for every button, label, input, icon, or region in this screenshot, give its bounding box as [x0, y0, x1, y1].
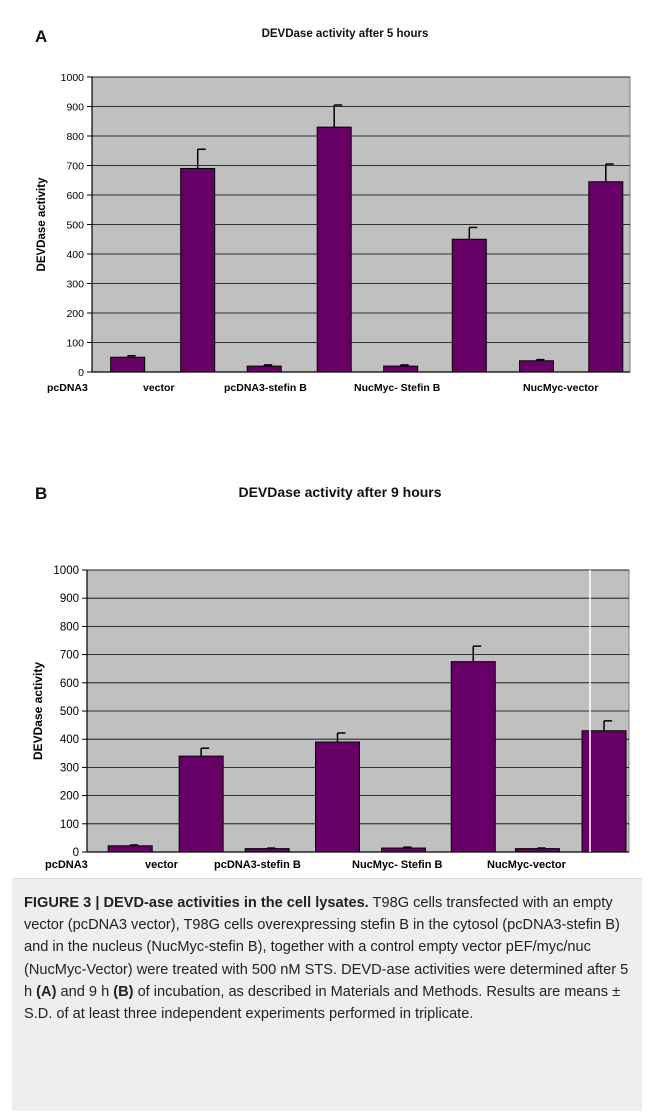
y-tick-label: 300 [60, 762, 79, 774]
bar [451, 238, 487, 373]
figure-caption: FIGURE 3 | DEVD-ase activities in the ce… [24, 892, 636, 1025]
bar [581, 730, 627, 853]
caption-text-3: of incubation, as described in Materials… [24, 983, 621, 1023]
bar-chart-b: 0 100 200 300 400 500 600 700 800 900 1000 pcDNA3 ve… [31, 565, 630, 871]
bar [180, 167, 216, 373]
y-tick-label: 900 [66, 102, 84, 114]
bar [246, 365, 282, 373]
x-category-label: NucMyc-vector [523, 382, 598, 394]
panel-a: A DEVDase activity after 5 hours 0 100 200… [0, 0, 654, 420]
caption-text-1: T98G cells transfected with an empty vec… [24, 895, 629, 1000]
caption-ref-a: (A) [36, 983, 57, 1000]
y-axis-label: DEVDase activity [31, 662, 45, 760]
y-tick-label: 100 [66, 338, 84, 350]
x-category-label: NucMyc- Stefin B [354, 382, 441, 394]
bar [450, 661, 496, 853]
bar [316, 126, 352, 373]
y-tick-label: 700 [66, 161, 84, 173]
x-category-label: NucMyc-vector [487, 859, 567, 871]
y-tick-label: 400 [66, 249, 84, 261]
bar [383, 365, 419, 373]
y-tick-label: 0 [73, 847, 79, 859]
bar [514, 848, 560, 853]
bar [110, 356, 146, 373]
y-tick-label: 200 [66, 308, 84, 320]
y-tick-label: 400 [60, 734, 79, 746]
y-tick-label: 500 [66, 220, 84, 232]
x-category-label: vector [143, 382, 175, 394]
x-category-label: pcDNA3-stefin B [224, 382, 307, 394]
x-category-label: vector [145, 859, 179, 871]
bar [519, 360, 554, 373]
caption-text-2: and 9 h [56, 983, 114, 1000]
y-tick-label: 800 [66, 131, 84, 143]
caption-background [12, 878, 642, 1111]
y-tick-label: 700 [60, 650, 79, 662]
bar [381, 847, 427, 853]
y-tick-label: 100 [60, 819, 79, 831]
x-category-label: NucMyc- Stefin B [352, 859, 443, 871]
caption-ref-b: (B) [113, 983, 134, 1000]
panel-letter-a: A [35, 27, 48, 46]
chart-title-b: DEVDase activity after 9 hours [238, 484, 442, 500]
y-tick-label: 900 [60, 593, 79, 605]
y-tick-label: 200 [60, 791, 79, 803]
x-category-label: pcDNA3-stefin B [214, 859, 301, 871]
chart-title-a: DEVDase activity after 5 hours [261, 28, 429, 40]
y-tick-label: 1000 [53, 565, 79, 577]
y-tick-label: 1000 [61, 72, 85, 84]
y-tick-label: 600 [60, 678, 79, 690]
y-tick-label: 800 [60, 621, 79, 633]
panel-b: B DEVDase activity after 9 hours 0 100 200… [0, 470, 654, 890]
bar [588, 181, 624, 373]
y-tick-label: 600 [66, 190, 84, 202]
bar [315, 741, 361, 853]
y-tick-label: 0 [78, 367, 84, 379]
bar [244, 848, 290, 853]
x-category-label: pcDNA3 [45, 859, 88, 871]
bar [178, 755, 224, 853]
y-tick-label: 500 [60, 706, 79, 718]
bar-chart-a: 0 100 200 300 400 500 600 700 800 900 1000 pcDNA3 ve… [36, 72, 631, 394]
bar [107, 845, 153, 853]
y-tick-label: 300 [66, 279, 84, 291]
panel-letter-b: B [35, 484, 48, 503]
y-axis-label: DEVDase activity [36, 177, 48, 272]
caption-heading: FIGURE 3 | DEVD-ase activities in the ce… [24, 895, 369, 911]
x-category-label: pcDNA3 [47, 382, 88, 394]
